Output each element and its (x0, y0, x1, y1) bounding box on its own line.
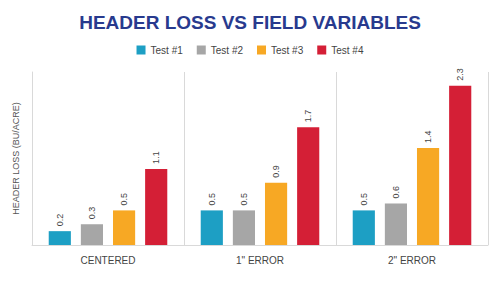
svg-text:Test #4: Test #4 (331, 45, 364, 56)
svg-text:0.5: 0.5 (239, 193, 249, 206)
svg-text:0.5: 0.5 (119, 193, 129, 206)
svg-text:2" ERROR: 2" ERROR (388, 255, 436, 266)
svg-text:0.5: 0.5 (207, 193, 217, 206)
svg-text:Test #1: Test #1 (151, 45, 184, 56)
svg-text:0.2: 0.2 (55, 214, 65, 227)
svg-text:CENTERED: CENTERED (80, 255, 135, 266)
svg-text:1.1: 1.1 (151, 151, 161, 164)
svg-text:1.4: 1.4 (423, 131, 433, 144)
svg-text:1" ERROR: 1" ERROR (236, 255, 284, 266)
svg-text:HEADER LOSS (BU/ACRE): HEADER LOSS (BU/ACRE) (11, 102, 21, 215)
svg-text:2.3: 2.3 (455, 68, 465, 81)
svg-text:HEADER LOSS VS FIELD VARIABLES: HEADER LOSS VS FIELD VARIABLES (79, 12, 421, 33)
svg-text:0.3: 0.3 (87, 207, 97, 220)
svg-text:0.9: 0.9 (271, 165, 281, 178)
svg-text:Test #3: Test #3 (271, 45, 304, 56)
svg-text:0.6: 0.6 (391, 186, 401, 199)
svg-text:0.5: 0.5 (359, 193, 369, 206)
svg-text:1.7: 1.7 (303, 110, 313, 123)
svg-text:Test #2: Test #2 (211, 45, 244, 56)
